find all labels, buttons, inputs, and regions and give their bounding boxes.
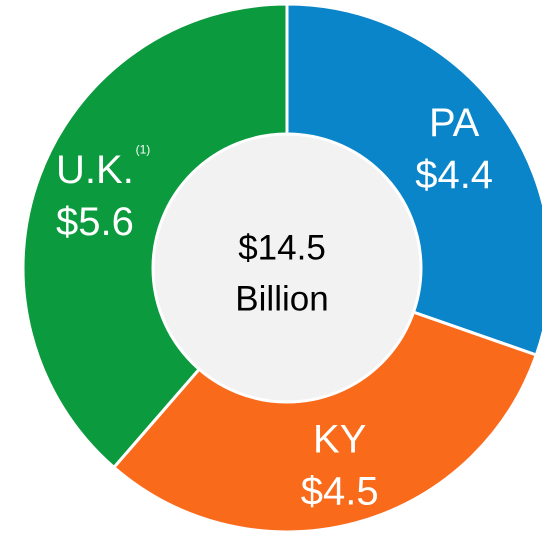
slice <box>111 266 539 533</box>
slice-category-label: PA <box>429 101 480 145</box>
center-sublabel: Billion <box>235 279 328 318</box>
slice-value-label: $5.6 <box>56 200 134 244</box>
slice-value-label: $4.5 <box>301 470 379 514</box>
center-label: $14.5 <box>238 228 326 267</box>
donut-hole <box>151 132 423 404</box>
slice-category-label: KY <box>313 418 366 462</box>
slice-value-label: $4.4 <box>415 153 493 197</box>
slice-category-label: U.K. <box>56 148 134 192</box>
footnote-marker: (1) <box>136 142 151 156</box>
slice <box>21 2 289 470</box>
